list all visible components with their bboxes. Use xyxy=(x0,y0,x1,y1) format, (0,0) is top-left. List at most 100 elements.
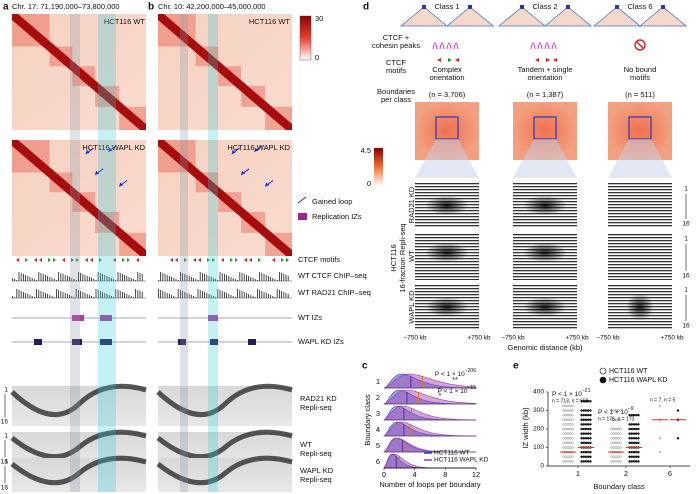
point xyxy=(564,423,568,426)
chip-peak xyxy=(208,276,210,281)
motif-arrow xyxy=(16,258,19,262)
chip-peak xyxy=(246,293,247,298)
density xyxy=(383,373,477,389)
diagonal xyxy=(12,140,146,256)
x-tick-label: 6 xyxy=(668,469,672,478)
chip-peak xyxy=(64,275,66,281)
peak xyxy=(544,42,550,50)
point xyxy=(562,418,565,421)
motif-arrow xyxy=(99,258,102,262)
point xyxy=(562,404,565,408)
chip-peak xyxy=(257,289,258,298)
motif-desc: motifs xyxy=(630,73,650,82)
point xyxy=(582,437,586,440)
chip-peak xyxy=(241,291,243,298)
chip-peak xyxy=(106,276,108,281)
fraction-label: 1 xyxy=(684,236,688,243)
chip-peak xyxy=(219,272,221,281)
repli-stack xyxy=(608,233,672,280)
chip-peak xyxy=(204,292,205,298)
point xyxy=(589,413,592,417)
point xyxy=(658,404,662,408)
chip-peak xyxy=(69,277,70,281)
motif-arrow xyxy=(535,58,539,62)
peak xyxy=(551,42,557,50)
point xyxy=(571,441,574,445)
chip-peak xyxy=(237,289,238,298)
chip-peak xyxy=(232,278,234,281)
chip-peak xyxy=(186,293,188,298)
chip-peak xyxy=(47,276,48,281)
chip-peak xyxy=(23,274,24,281)
point xyxy=(582,409,586,412)
chip-peak xyxy=(270,277,271,281)
repli-label: Repli-seq xyxy=(300,403,332,412)
point xyxy=(628,423,631,426)
point xyxy=(562,427,565,431)
chip-peak xyxy=(34,297,35,298)
point xyxy=(568,404,572,408)
chip-peak xyxy=(16,289,18,298)
point xyxy=(619,441,622,445)
chip-peak xyxy=(56,280,57,281)
motif-arrow xyxy=(207,258,210,262)
boundary-dot xyxy=(615,5,619,9)
point xyxy=(571,404,574,408)
chip-peak xyxy=(69,295,70,298)
y-tick-label: 4 xyxy=(376,425,380,434)
x-tick-label: −750 kb xyxy=(403,335,427,342)
point xyxy=(571,446,574,449)
repli-signal xyxy=(425,195,469,216)
y-tick-label: 1 xyxy=(376,377,380,386)
point xyxy=(612,455,616,458)
chip-peak xyxy=(38,290,40,298)
motif-arrow xyxy=(136,258,139,262)
point xyxy=(562,413,565,417)
chip-peak xyxy=(287,276,289,281)
chip-peak xyxy=(40,291,42,298)
point xyxy=(634,423,638,426)
point xyxy=(637,460,640,463)
chip-peak xyxy=(89,277,90,281)
chip-peak xyxy=(188,276,190,281)
motif-arrow xyxy=(113,258,116,262)
point xyxy=(634,432,638,435)
chip-peak xyxy=(261,291,263,298)
motif-arrow xyxy=(286,258,289,262)
point xyxy=(589,418,592,421)
chip-peak xyxy=(263,292,265,298)
chip-peak xyxy=(237,280,238,281)
chip-peak xyxy=(215,297,216,298)
legend-swatch xyxy=(298,213,307,220)
chip-peak xyxy=(122,292,123,298)
chip-peak xyxy=(104,293,106,298)
highlight-band xyxy=(98,14,108,492)
boundary-dot xyxy=(468,5,472,9)
point xyxy=(586,409,590,412)
fraction-label: 16 xyxy=(1,485,9,492)
point xyxy=(637,450,640,454)
motif-desc: Tandem + single xyxy=(518,65,573,74)
chip-peak xyxy=(217,280,219,281)
chip-peak xyxy=(106,294,108,298)
diagonal xyxy=(158,140,292,256)
chip-peak xyxy=(195,279,197,281)
n-label: (n = 3,706) xyxy=(429,90,466,99)
chip-peak xyxy=(204,274,205,281)
motif-arrow xyxy=(122,258,125,262)
chip-peak xyxy=(162,273,164,281)
peak xyxy=(537,42,543,50)
chip-peak xyxy=(177,289,179,298)
point xyxy=(571,418,574,421)
chip-peak xyxy=(108,277,110,281)
point xyxy=(586,413,590,417)
motif-arrow xyxy=(170,258,173,262)
legend-label: HCT116 WT xyxy=(434,450,470,457)
domain-triangle xyxy=(497,6,593,27)
chip-peak xyxy=(73,297,75,298)
point xyxy=(634,427,638,431)
point xyxy=(676,437,680,440)
point xyxy=(584,423,588,426)
chip-peak xyxy=(75,280,77,281)
point xyxy=(571,413,574,417)
